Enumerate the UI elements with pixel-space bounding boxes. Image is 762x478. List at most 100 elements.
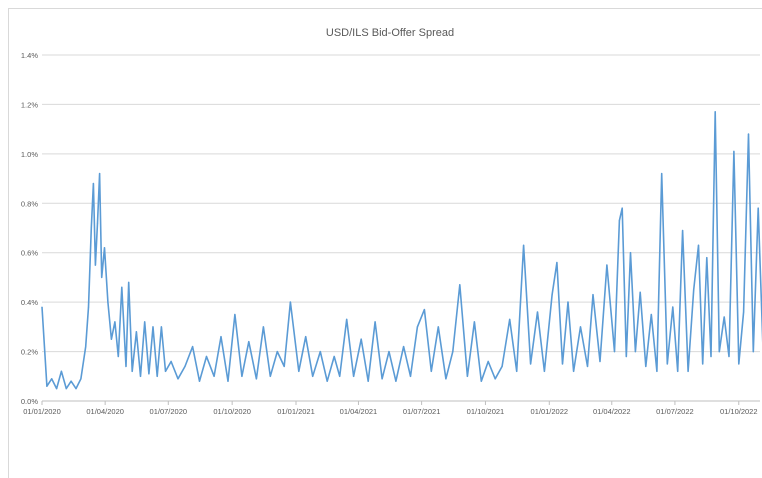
data-point: [606, 264, 608, 266]
data-point: [305, 336, 307, 338]
data-point: [728, 355, 730, 358]
y-tick-label: 0.0%: [21, 397, 38, 406]
data-point: [262, 326, 264, 328]
data-point: [702, 363, 704, 365]
data-point: [561, 363, 564, 365]
data-point: [65, 388, 67, 390]
data-point: [501, 365, 503, 367]
y-tick-label: 1.0%: [21, 150, 38, 159]
data-point: [164, 370, 167, 372]
x-tick-label: 01/07/2022: [656, 407, 694, 416]
data-point: [80, 378, 82, 380]
data-point: [437, 326, 439, 328]
data-point: [530, 363, 532, 365]
data-point: [99, 173, 101, 175]
data-point: [312, 375, 314, 377]
data-point: [248, 341, 250, 343]
data-point: [677, 370, 679, 372]
data-point: [298, 370, 300, 372]
data-point: [170, 360, 172, 363]
data-point: [551, 294, 553, 296]
data-point: [445, 378, 447, 380]
y-tick-label: 1.4%: [21, 51, 38, 60]
data-point: [661, 173, 663, 175]
data-point: [523, 244, 525, 246]
data-point: [536, 311, 539, 313]
data-point: [710, 355, 712, 358]
y-tick-label: 0.2%: [21, 348, 38, 357]
data-point: [346, 318, 348, 320]
data-point: [706, 257, 708, 259]
data-point: [639, 291, 641, 293]
data-point: [160, 326, 162, 328]
data-point: [374, 321, 376, 323]
data-point: [381, 378, 383, 380]
data-point: [672, 306, 674, 308]
data-point: [747, 133, 750, 135]
data-point: [184, 365, 186, 367]
data-point: [339, 375, 341, 377]
data-point: [509, 318, 511, 320]
x-tick-label: 01/01/2021: [277, 407, 315, 416]
data-point: [276, 351, 278, 353]
data-point: [656, 370, 658, 372]
data-point: [573, 370, 575, 372]
data-point: [96, 222, 99, 224]
y-axis: 0.0% 0.2% 0.4% 0.6% 0.8% 1.0% 1.2% 1.4%: [21, 51, 38, 406]
data-point: [738, 363, 740, 365]
data-point: [714, 111, 716, 113]
data-point: [480, 380, 482, 382]
data-point: [599, 360, 601, 363]
x-tick-label: 01/10/2022: [720, 407, 758, 416]
data-point: [41, 306, 43, 308]
data-point: [213, 375, 215, 377]
data-point: [87, 306, 90, 308]
data-point: [220, 336, 222, 338]
x-tick-label: 01/07/2020: [150, 407, 188, 416]
data-point: [135, 331, 137, 333]
data-point: [353, 375, 355, 377]
data-point: [743, 311, 745, 313]
data-point: [693, 289, 695, 291]
data-point: [516, 370, 518, 372]
data-point: [227, 380, 229, 382]
data-point: [51, 378, 53, 380]
data-point: [625, 355, 627, 358]
data-point: [459, 284, 461, 286]
data-point: [650, 313, 652, 316]
data-point: [682, 229, 684, 232]
data-point: [46, 385, 48, 387]
data-point: [466, 375, 468, 377]
data-point: [613, 351, 616, 353]
data-point: [586, 365, 589, 367]
data-point: [152, 326, 154, 328]
data-point: [192, 346, 194, 348]
data-point: [416, 326, 418, 328]
data-point: [101, 276, 103, 278]
data-point: [395, 380, 397, 382]
plot-area: [41, 111, 762, 390]
data-point: [144, 321, 146, 323]
data-point: [634, 351, 637, 353]
data-point: [121, 286, 123, 288]
gridlines: [42, 54, 760, 402]
data-point: [543, 370, 546, 372]
data-point: [85, 346, 87, 348]
data-point: [110, 338, 112, 340]
x-tick-label: 01/07/2021: [403, 407, 441, 416]
data-point: [579, 326, 582, 328]
data-point: [556, 262, 558, 264]
data-point: [752, 351, 754, 353]
chart-frame: [8, 8, 762, 478]
data-point: [629, 252, 632, 254]
data-point: [618, 220, 621, 222]
data-point: [128, 281, 130, 283]
data-point: [103, 247, 106, 249]
data-point: [367, 380, 369, 382]
data-point: [107, 301, 109, 303]
data-point: [94, 264, 96, 266]
data-point: [117, 355, 119, 358]
data-point: [388, 351, 390, 353]
data-point: [60, 370, 63, 372]
